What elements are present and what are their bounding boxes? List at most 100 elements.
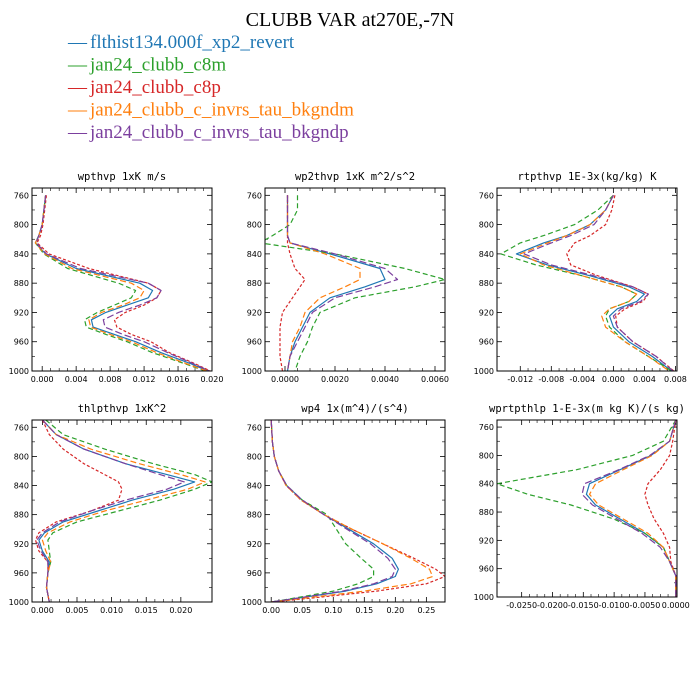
chart-panel-3: rtpthvp 1E-3x(kg/kg) K 760 800 840 880 920 960…: [474, 171, 687, 384]
legend-item: — jan24_clubb_c8p: [67, 77, 221, 98]
x-tick-label: -0.0250: [506, 601, 537, 610]
series-line: [286, 195, 361, 371]
series-line: [34, 195, 209, 371]
x-tick-label: 0.25: [417, 606, 435, 615]
series-line: [34, 195, 206, 371]
series-line: [523, 195, 674, 371]
y-tick-label: 1000: [9, 598, 29, 607]
series-line: [588, 420, 677, 597]
y-tick-label: 920: [247, 308, 262, 317]
series-line: [286, 195, 399, 371]
series-line: [515, 195, 672, 371]
plot-frame: [31, 419, 213, 603]
y-tick-label: 840: [247, 482, 262, 491]
series-line: [270, 420, 396, 602]
legend-label: flthist134.000f_xp2_revert: [90, 32, 295, 53]
plot-frame: [496, 187, 678, 372]
series-line: [519, 195, 670, 371]
legend-label: jan24_clubb_c8p: [89, 77, 221, 98]
x-tick-label: -0.0200: [537, 601, 568, 610]
y-tick-label: 800: [14, 452, 29, 461]
x-tick-label: -0.008: [538, 375, 564, 384]
legend-label: jan24_clubb_c_invrs_tau_bkgndp: [89, 122, 349, 143]
x-tick-label: -0.0100: [599, 601, 630, 610]
chart-panel-4: thlpthvp 1xK^276080084088092096010000.00…: [9, 403, 213, 615]
series-line: [36, 420, 185, 602]
y-tick-label: 1000: [474, 367, 494, 376]
series-line: [286, 195, 386, 371]
y-tick-label: 960: [247, 569, 262, 578]
x-tick-label: 0.004: [633, 375, 656, 384]
y-tick-label: 800: [247, 452, 262, 461]
series-line: [500, 194, 672, 371]
x-tick-label: 0.000: [31, 375, 54, 384]
panel-title: thlpthvp 1xK^2: [78, 403, 167, 415]
series-line: [644, 420, 677, 597]
y-tick-label: 960: [14, 569, 29, 578]
x-tick-label: 0.15: [355, 606, 373, 615]
y-tick-label: 880: [479, 279, 494, 288]
y-tick-label: 960: [479, 338, 494, 347]
series-line: [36, 195, 211, 371]
y-tick-label: 1000: [242, 598, 262, 607]
x-tick-label: 0.008: [99, 375, 122, 384]
x-tick-label: -0.012: [507, 375, 533, 384]
y-tick-label: 920: [247, 540, 262, 549]
series-line: [41, 420, 206, 602]
legend-symbol: —: [67, 122, 88, 143]
y-tick-label: 760: [14, 423, 29, 432]
legend-symbol: —: [67, 32, 88, 53]
series-line: [497, 420, 677, 597]
x-tick-label: -0.0050: [629, 601, 660, 610]
y-tick-label: 840: [14, 250, 29, 259]
y-tick-label: 760: [14, 191, 29, 200]
y-tick-label: 840: [14, 482, 29, 491]
plot-frame: [31, 187, 213, 372]
x-tick-label: 0.016: [167, 375, 190, 384]
x-tick-label: 0.0060: [421, 375, 449, 384]
y-tick-label: 880: [14, 511, 29, 520]
series-line: [34, 195, 208, 371]
y-tick-label: 760: [479, 191, 494, 200]
panel-title: wp4 1x(m^4)/(s^4): [301, 403, 408, 415]
y-tick-label: 760: [247, 423, 262, 432]
legend-item: — jan24_clubb_c_invrs_tau_bkgndm: [67, 100, 354, 121]
y-tick-label: 920: [14, 540, 29, 549]
panels-grid: wpthvp 1xK m/s76080084088092096010000.00…: [9, 171, 690, 615]
x-tick-label: 0.015: [135, 606, 158, 615]
x-tick-label: 0.10: [324, 606, 342, 615]
series-line: [270, 420, 445, 602]
legend-item: — jan24_clubb_c_invrs_tau_bkgndp: [67, 122, 349, 143]
chart-panel-1: wpthvp 1xK m/s76080084088092096010000.00…: [9, 171, 224, 384]
y-tick-label: 920: [479, 536, 494, 545]
y-tick-label: 840: [479, 250, 494, 259]
y-tick-label: 1000: [242, 367, 262, 376]
x-tick-label: 0.008: [664, 375, 687, 384]
chart-panel-2: wp2thvp 1xK m^2/s^2 760 800 840 880 920 960 100…: [242, 171, 449, 384]
y-tick-label: 960: [247, 338, 262, 347]
plot-frame: [496, 419, 678, 598]
x-tick-label: 0.0040: [371, 375, 399, 384]
legend: — flthist134.000f_xp2_revert— jan24_clubb_…: [67, 32, 354, 143]
x-tick-label: 0.05: [293, 606, 311, 615]
legend-symbol: —: [67, 100, 88, 121]
legend-item: — flthist134.000f_xp2_revert: [67, 32, 295, 53]
plot-frame: [264, 419, 446, 603]
x-tick-label: 0.010: [100, 606, 123, 615]
x-tick-label: -0.004: [569, 375, 595, 384]
y-tick-label: 960: [479, 565, 494, 574]
y-tick-label: 880: [479, 508, 494, 517]
legend-label: jan24_clubb_c8m: [89, 55, 226, 76]
y-tick-label: 920: [14, 308, 29, 317]
panel-title: wp2thvp 1xK m^2/s^2: [295, 171, 415, 183]
series-line: [265, 195, 445, 371]
series-line: [38, 420, 196, 602]
series-line: [270, 420, 434, 602]
y-tick-label: 880: [247, 511, 262, 520]
x-tick-label: 0.0000: [662, 601, 690, 610]
series-line: [35, 195, 210, 371]
y-tick-label: 760: [247, 191, 262, 200]
series-line: [45, 420, 212, 602]
y-tick-label: 1000: [474, 593, 494, 602]
